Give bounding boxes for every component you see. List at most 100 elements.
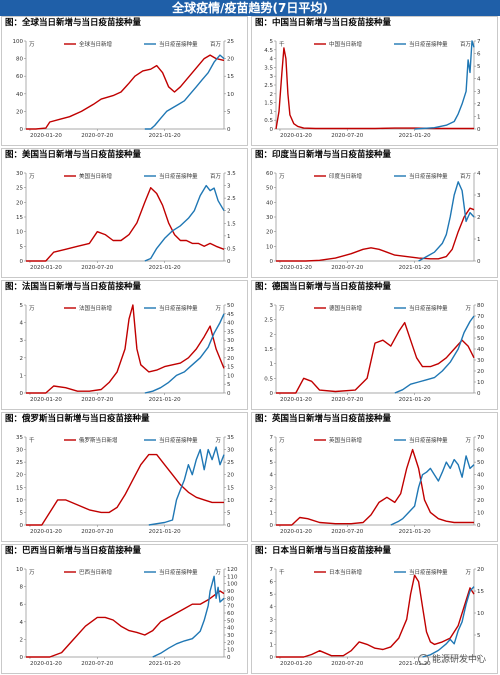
y-tick-label-right: 40 (477, 473, 484, 479)
y-tick-label-left: 5 (20, 510, 24, 516)
y-tick-label-left: 0 (20, 523, 24, 529)
y-tick-label-right: 25 (227, 460, 234, 466)
y-tick-label-right: 10 (477, 611, 484, 617)
y-tick-label-left: 10 (16, 567, 23, 573)
legend-label: 当日疫苗接种量 (159, 172, 198, 180)
legend-label: 当日疫苗接种量 (409, 304, 448, 312)
y-tick-label-right: 0 (477, 523, 481, 529)
y-tick-label-left: 7 (270, 435, 274, 441)
x-tick-label: 2020-01-20 (30, 265, 62, 271)
y-tick-label-right: 40 (227, 321, 234, 327)
y-tick-label-left: 2.5 (264, 318, 273, 324)
x-tick-label: 2020-01-20 (30, 529, 62, 535)
y-tick-label-right: 30 (477, 485, 484, 491)
chart-title: 图：印度当日新增与当日疫苗接种量 (255, 150, 392, 160)
y-tick-label-left: 3 (270, 74, 274, 80)
y-tick-label-left: 100 (13, 39, 24, 45)
page-title: 全球疫情/疫苗趋势(7日平均) (0, 0, 500, 16)
x-tick-label: 2020-07-20 (331, 265, 363, 271)
chart-svg: 0 20 40 60 80 100 0 5 10 15 20 25 万 百万 2020-01-20 2020-… (13, 39, 235, 139)
y-tick-label-right: 1 (477, 237, 481, 243)
series-line-vaccine (414, 40, 475, 130)
x-tick-label: 2020-07-20 (81, 661, 113, 667)
legend-label: 巴西当日新增 (79, 568, 112, 576)
y-tick-label-left: 6 (270, 448, 274, 454)
chart-panel-0: 图：全球当日新增与当日疫苗接种量 0 20 40 60 80 100 0 5 10 15 20 25 万 百… (1, 16, 248, 146)
y-tick-label-right: 40 (227, 626, 234, 632)
left-unit-label: 万 (29, 173, 35, 180)
chart-title: 图：英国当日新增与当日疫苗接种量 (255, 414, 392, 424)
left-unit-label: 万 (29, 41, 35, 48)
y-tick-label-right: 10 (227, 373, 234, 379)
y-tick-label-left: 15 (16, 485, 23, 491)
y-tick-label-right: 10 (227, 498, 234, 504)
x-tick-label: 2021-01-20 (399, 265, 431, 271)
series-line-cases (276, 574, 475, 658)
legend-label: 美国当日新增 (79, 172, 112, 180)
y-tick-label-right: 10 (477, 510, 484, 516)
y-tick-label-right: 50 (227, 618, 234, 624)
chart-svg: 0 0.5 1 1.5 2 2.5 3 3.5 4 4.5 5 0 1 2 3 4 5 6 7 千 百万 2020-01-… (264, 39, 481, 139)
y-tick-label-left: 50 (266, 186, 273, 192)
y-tick-label-left: 1 (20, 373, 24, 379)
chart-title: 图：美国当日新增与当日疫苗接种量 (5, 150, 142, 160)
y-tick-label-left: 5 (270, 39, 274, 45)
legend-label: 当日疫苗接种量 (159, 436, 198, 444)
y-tick-label-left: 20 (266, 230, 273, 236)
chart-panel-4: 图：法国当日新增与当日疫苗接种量 0 1 2 3 4 5 0 5 10 15 20 25 30 35 40 45… (1, 280, 248, 410)
y-tick-label-left: 25 (16, 460, 23, 466)
x-tick-label: 2021-01-20 (399, 661, 431, 667)
y-tick-label-right: 10 (227, 92, 234, 98)
legend-label: 中国当日新增 (329, 40, 362, 48)
series-line-cases (26, 187, 225, 262)
y-tick-label-left: 5 (20, 303, 24, 309)
y-tick-label-right: 1 (227, 234, 231, 240)
x-tick-label: 2021-01-20 (149, 265, 181, 271)
series-line-vaccine (144, 54, 225, 130)
x-tick-label: 2021-01-20 (149, 661, 181, 667)
x-tick-label: 2021-01-20 (149, 397, 181, 403)
y-tick-label-right: 0 (227, 655, 231, 661)
x-tick-label: 2021-01-20 (149, 133, 181, 139)
y-tick-label-right: 0 (477, 391, 481, 397)
chart-grid: 图：全球当日新增与当日疫苗接种量 0 20 40 60 80 100 0 5 10 15 20 25 万百… (0, 16, 500, 675)
y-tick-label-right: 15 (227, 365, 234, 371)
x-tick-label: 2020-01-20 (30, 661, 62, 667)
y-tick-label-left: 0 (20, 391, 24, 397)
y-tick-label-left: 2 (270, 92, 274, 98)
x-tick-label: 2021-01-20 (399, 397, 431, 403)
y-tick-label-left: 80 (16, 57, 23, 63)
y-tick-label-left: 0 (270, 259, 274, 265)
y-tick-label-left: 6 (20, 602, 24, 608)
y-tick-label-right: 60 (477, 448, 484, 454)
x-tick-label: 2020-07-20 (81, 529, 113, 535)
y-tick-label-left: 60 (266, 171, 273, 177)
y-tick-label-right: 0 (477, 655, 481, 661)
y-tick-label-right: 3.5 (227, 171, 236, 177)
y-tick-label-right: 5 (477, 64, 481, 70)
x-tick-label: 2020-07-20 (331, 133, 363, 139)
y-tick-label-right: 80 (477, 303, 484, 309)
x-tick-label: 2021-01-20 (149, 529, 181, 535)
legend-label: 当日疫苗接种量 (159, 40, 198, 48)
legend-label: 英国当日新增 (329, 436, 362, 444)
y-tick-label-right: 0 (477, 127, 481, 133)
y-tick-label-right: 20 (227, 473, 234, 479)
y-tick-label-left: 4 (20, 321, 24, 327)
x-tick-label: 2021-01-20 (399, 529, 431, 535)
watermark: 能源研发中心 (417, 652, 486, 665)
left-unit-label: 万 (279, 173, 285, 180)
y-tick-label-right: 15 (227, 74, 234, 80)
y-tick-label-right: 1 (477, 114, 481, 120)
right-unit-label: 百万 (210, 41, 222, 48)
y-tick-label-right: 2 (227, 209, 231, 215)
y-tick-label-left: 40 (16, 92, 23, 98)
y-tick-label-left: 1.5 (264, 101, 273, 107)
chart-panel-3: 图：印度当日新增与当日疫苗接种量 0 10 20 30 40 50 60 0 1 2 3 4 万 百万 202… (251, 148, 498, 278)
left-unit-label: 万 (29, 569, 35, 576)
y-tick-label-left: 3 (20, 338, 24, 344)
y-tick-label-right: 30 (227, 633, 234, 639)
legend-label: 印度当日新增 (329, 172, 362, 180)
y-tick-label-left: 2 (20, 356, 24, 362)
